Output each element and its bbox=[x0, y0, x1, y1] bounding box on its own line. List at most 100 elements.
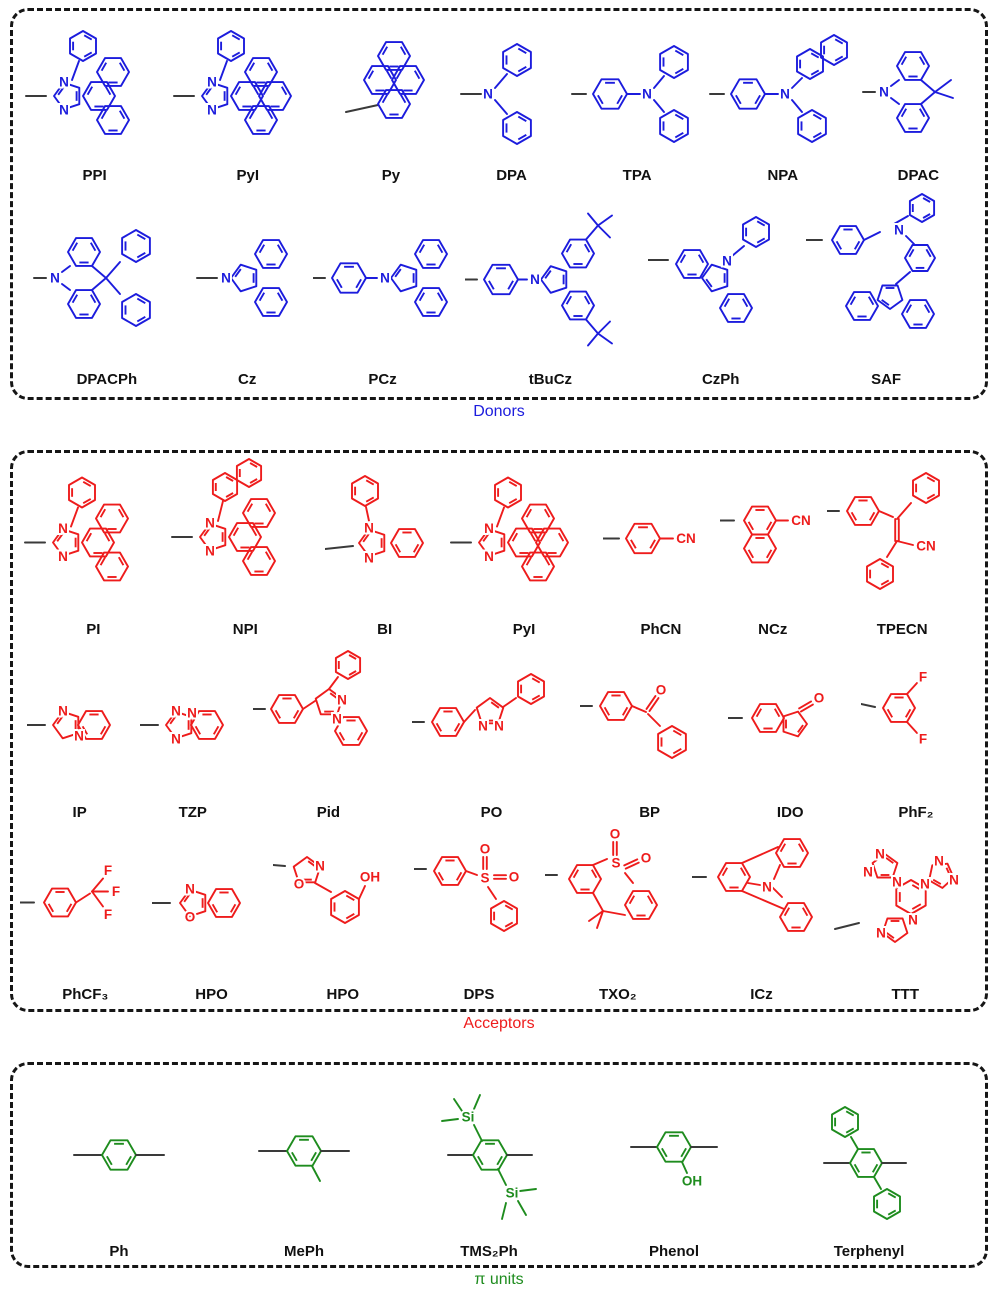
svg-text:CN: CN bbox=[916, 539, 936, 554]
svg-text:N: N bbox=[207, 74, 217, 89]
molecule-label: PI bbox=[86, 621, 101, 639]
acceptors-title: Acceptors bbox=[463, 1015, 535, 1032]
meph-structure-drawing bbox=[219, 1067, 389, 1242]
svg-text:N: N bbox=[894, 223, 904, 238]
svg-text:N: N bbox=[780, 86, 790, 101]
donors-row-1: N N PPI N N PyI Py N DPA N TPA N NPA N DPAC bbox=[19, 16, 979, 188]
pi-units-box: Ph MePh Si Si TMS₂Ph OH Phenol Terphenyl bbox=[10, 1062, 988, 1268]
molecule-label: TPA bbox=[622, 166, 652, 184]
svg-text:N: N bbox=[892, 874, 902, 889]
svg-text:N: N bbox=[171, 703, 181, 718]
svg-text:N: N bbox=[876, 925, 886, 940]
svg-text:N: N bbox=[50, 271, 60, 286]
svg-text:F: F bbox=[112, 884, 120, 899]
svg-text:N: N bbox=[642, 86, 652, 101]
molecule-label: TTT bbox=[891, 985, 920, 1003]
svg-text:N: N bbox=[333, 711, 343, 726]
molecule-MePh: MePh bbox=[219, 1067, 389, 1264]
svg-text:N: N bbox=[863, 864, 873, 879]
molecule-label: CzPh bbox=[701, 371, 740, 389]
molecule-DPS: S O O DPS bbox=[414, 825, 544, 1007]
molecule-label: BP bbox=[639, 803, 661, 821]
donors-box: N N PPI N N PyI Py N DPA N TPA N NPA N DPAC N DPACPh N Cz N… bbox=[10, 8, 988, 400]
molecule-TPECN: CN TPECN bbox=[827, 455, 977, 642]
molecule-label: TXO₂ bbox=[599, 985, 637, 1003]
svg-text:Si: Si bbox=[506, 1186, 519, 1201]
svg-text:CN: CN bbox=[792, 513, 812, 528]
molecule-BI: N N BI bbox=[324, 455, 445, 642]
molecule-HPO: N O OH HPO bbox=[272, 825, 413, 1007]
molecule-NPI: N N NPI bbox=[168, 455, 323, 642]
molecule-PyI: N N PyI bbox=[170, 16, 325, 188]
molecule-label: PhF₂ bbox=[898, 803, 934, 821]
molecule-label: TPECN bbox=[876, 621, 928, 639]
molecule-label: TZP bbox=[178, 803, 207, 821]
svg-text:O: O bbox=[184, 909, 195, 924]
svg-text:N: N bbox=[364, 551, 374, 566]
molecule-label: Py bbox=[381, 166, 401, 184]
acceptors-box: N N PI N N NPI N N BI N N PyI CN PhCN CN NCz CN TPECN N N IP… bbox=[10, 450, 988, 1012]
svg-text:N: N bbox=[478, 718, 488, 733]
svg-text:N: N bbox=[762, 879, 772, 894]
molecule-label: Cz bbox=[238, 371, 257, 389]
svg-text:F: F bbox=[919, 669, 927, 684]
molecule-label: BI bbox=[377, 621, 393, 639]
svg-text:N: N bbox=[185, 881, 195, 896]
svg-text:N: N bbox=[494, 718, 504, 733]
molecule-label: NPI bbox=[232, 621, 258, 639]
molecule-Terphenyl: Terphenyl bbox=[774, 1067, 964, 1264]
molecule-label: tBuCz bbox=[528, 371, 573, 389]
molecule-label: DPAC bbox=[897, 166, 940, 184]
svg-text:N: N bbox=[380, 271, 390, 286]
molecule-PhCN: CN PhCN bbox=[603, 455, 718, 642]
molecule-PCz: N PCz bbox=[312, 190, 453, 392]
molecule-label: PPI bbox=[82, 166, 107, 184]
molecule-PO: N N PO bbox=[411, 643, 572, 825]
acceptors-row-2: N N IP N N N TZP N N Pid N N PO O BP O IDO F F PhF₂ bbox=[19, 643, 979, 825]
dpacph-structure-drawing: N bbox=[32, 190, 182, 370]
molecule-BP: O BP bbox=[579, 643, 720, 825]
svg-text:N: N bbox=[59, 102, 69, 117]
molecule-PhF: F F PhF₂ bbox=[860, 643, 971, 825]
svg-text:N: N bbox=[484, 549, 494, 564]
molecule-PhCF: F F F PhCF₃ bbox=[20, 825, 150, 1007]
svg-text:N: N bbox=[875, 846, 885, 861]
svg-text:O: O bbox=[610, 826, 621, 841]
svg-text:O: O bbox=[813, 690, 824, 705]
molecule-label: PhCN bbox=[640, 621, 682, 639]
molecule-NCz: CN NCz bbox=[720, 455, 825, 642]
molecule-label: SAF bbox=[871, 371, 902, 389]
molecule-label: PyI bbox=[236, 166, 259, 184]
donors-title: Donors bbox=[473, 403, 525, 420]
molecule-Cz: N Cz bbox=[195, 190, 300, 392]
molecule-IDO: O IDO bbox=[727, 643, 853, 825]
molecule-TMSPh: Si Si TMS₂Ph bbox=[404, 1067, 574, 1264]
svg-text:N: N bbox=[74, 728, 84, 743]
svg-text:N: N bbox=[364, 521, 374, 536]
molecule-TPA: N TPA bbox=[570, 16, 705, 188]
molecule-label: PCz bbox=[368, 371, 397, 389]
molecule-HPO: N O HPO bbox=[151, 825, 272, 1007]
phcn-structure-drawing: CN bbox=[603, 455, 718, 620]
acceptors-row-1: N N PI N N NPI N N BI N N PyI CN PhCN CN NCz CN TPECN bbox=[19, 455, 979, 642]
molecule-ICz: N ICz bbox=[691, 825, 832, 1007]
ph-structure-drawing bbox=[34, 1067, 204, 1242]
molecule-label: Ph bbox=[109, 1243, 129, 1260]
svg-text:N: N bbox=[531, 272, 541, 287]
molecule-label: IP bbox=[72, 803, 87, 821]
svg-text:N: N bbox=[722, 254, 732, 269]
pi_units-row-1: Ph MePh Si Si TMS₂Ph OH Phenol Terphenyl bbox=[19, 1067, 979, 1264]
molecule-CzPh: N CzPh bbox=[648, 190, 793, 392]
dpac-structure-drawing: N bbox=[861, 16, 976, 166]
svg-text:S: S bbox=[480, 870, 489, 885]
